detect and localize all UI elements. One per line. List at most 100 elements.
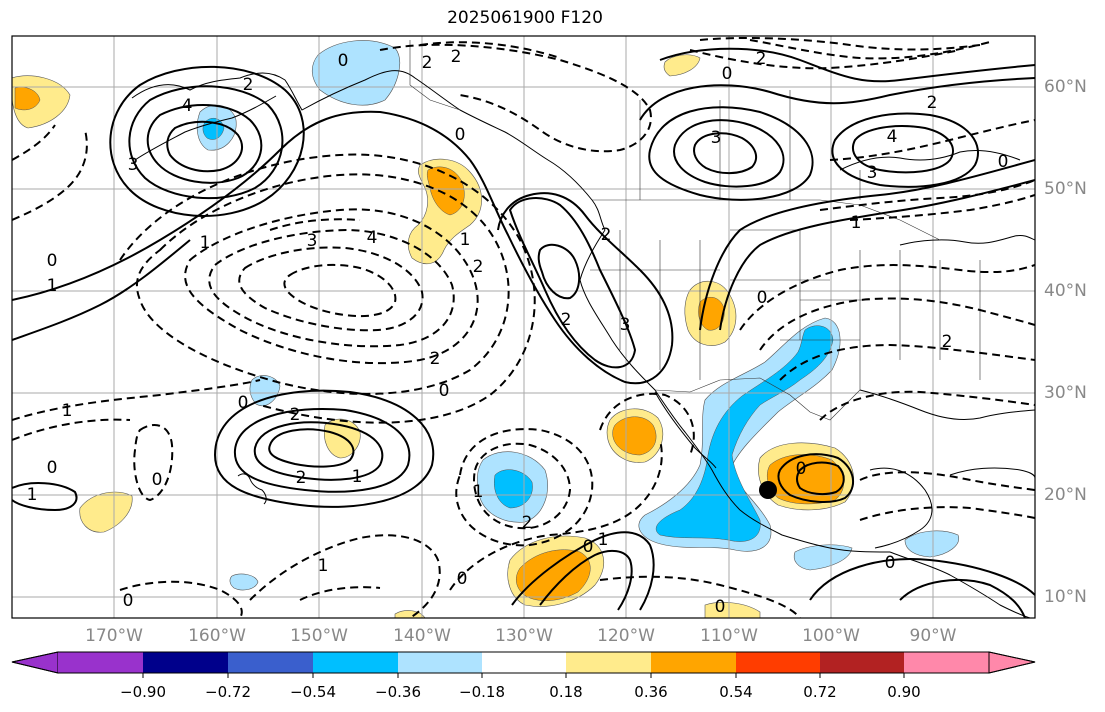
contour-positive [639, 77, 1035, 121]
contour-label: 0 [457, 569, 468, 589]
contour-negative [12, 124, 56, 161]
contour-label: 0 [796, 459, 807, 479]
contour-positive [12, 239, 191, 341]
contour-label: 2 [756, 49, 767, 69]
contour-label: 2 [522, 513, 533, 533]
contour-label: 4 [182, 96, 193, 116]
lon-label-90w: 90°W [909, 626, 957, 646]
contour-negative [779, 343, 1035, 381]
lon-label-120w: 120°W [597, 626, 655, 646]
coastline-gulf [859, 389, 1035, 421]
contour-label: 2 [290, 405, 301, 425]
contour-label: 3 [620, 315, 631, 335]
contour-label: 0 [338, 51, 349, 71]
contour-positive [693, 132, 758, 175]
colorbar-segment [313, 652, 398, 673]
lon-label-160w: 160°W [188, 626, 246, 646]
contour-label: 2 [422, 53, 433, 73]
colorbar-segment [11, 651, 59, 674]
contour-negative [283, 263, 397, 318]
shade-positive-light [79, 491, 133, 533]
colorbar-segment [566, 652, 651, 673]
contour-positive [648, 106, 814, 201]
lat-label-10n: 10°N [1044, 587, 1087, 607]
contour-positive [796, 461, 845, 496]
contour-label: 1 [318, 556, 329, 576]
contour-label: 2 [243, 75, 254, 95]
colorbar-segment [820, 652, 904, 673]
colorbar-segment [651, 652, 736, 673]
contour-negative [208, 228, 455, 348]
contour-label: 3 [307, 231, 318, 251]
shade-negative-light [904, 530, 959, 558]
contour-positive [12, 482, 78, 512]
shade-negative-light [793, 544, 853, 571]
contour-negative [379, 43, 652, 153]
border-alaska-canada [409, 40, 461, 111]
contour-label: 1 [352, 467, 363, 487]
colorbar-tick-label: 0.72 [803, 683, 837, 701]
contour-negative [12, 129, 88, 221]
contour-label: 1 [47, 276, 58, 296]
shade-positive-medium [516, 549, 591, 601]
contour-label: 2 [430, 349, 441, 369]
lat-label-50n: 50°N [1044, 179, 1087, 199]
colorbar-tick-label: 0.18 [549, 683, 583, 701]
colorbar-segment [736, 652, 820, 673]
map-area [12, 36, 1035, 618]
contour-label: 0 [123, 591, 134, 611]
contour-positive [673, 119, 785, 188]
contour-positive [12, 110, 471, 301]
contour-positive [831, 112, 979, 188]
contour-negative [689, 49, 961, 70]
contour-negative [449, 439, 663, 591]
colorbar-tick-label: 0.90 [887, 683, 921, 701]
contour-label: 2 [601, 225, 612, 245]
contour-negative [599, 575, 801, 618]
shade-positive-light [394, 610, 426, 618]
lon-label-100w: 100°W [802, 626, 860, 646]
contour-negative [184, 208, 479, 365]
contour-positive [166, 120, 243, 173]
lon-label-110w: 110°W [700, 626, 758, 646]
contour-negative [119, 580, 243, 618]
contour-label: 0 [238, 393, 249, 413]
contour-negative [135, 173, 510, 395]
contour-label: 0 [47, 458, 58, 478]
contour-positive [253, 421, 384, 481]
contour-negative [299, 586, 381, 601]
contour-label: 0 [885, 553, 896, 573]
contour-positive [899, 579, 1026, 618]
positive-contours [12, 47, 1035, 618]
shading-layer [12, 40, 959, 618]
colorbar-ticks [142, 673, 905, 678]
coastline-aleutians [134, 95, 277, 161]
border-canada-provinces [639, 90, 861, 200]
contour-negative [749, 39, 991, 60]
colorbar-segment [398, 652, 482, 673]
contour-negative [699, 36, 981, 51]
shade-positive-medium [14, 86, 41, 111]
contour-label: 2 [561, 310, 572, 330]
contour-negative [859, 506, 1035, 521]
contour-negative [269, 218, 361, 231]
contour-label: 1 [200, 233, 211, 253]
coastline-great-lakes [899, 235, 1035, 246]
contour-positive [128, 85, 284, 200]
contour-label: 0 [722, 64, 733, 84]
contour-label: 0 [583, 537, 594, 557]
contour-label: 1 [460, 230, 471, 250]
contour-negative [859, 471, 1035, 491]
shade-negative-medium [655, 325, 834, 542]
coastline-yucatan [869, 467, 933, 549]
contour-negative [819, 390, 1035, 421]
contour-negative [759, 297, 1035, 351]
contour-positive [699, 159, 1035, 331]
shade-negative-medium [494, 469, 533, 509]
negative-contours [12, 36, 1035, 618]
border-us-canada [592, 199, 941, 241]
colorbar-segment [143, 652, 228, 673]
contour-negative [133, 424, 174, 502]
contour-negative [599, 392, 695, 456]
contour-negative [739, 264, 1035, 331]
